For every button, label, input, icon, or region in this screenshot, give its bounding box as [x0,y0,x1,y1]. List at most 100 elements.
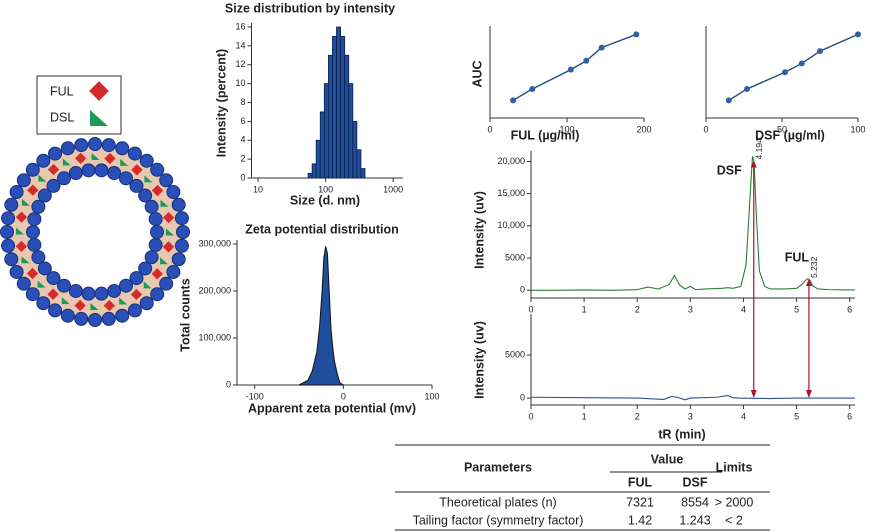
drug-ful [151,268,163,280]
lipid-head [159,173,174,188]
lipid-head [150,162,165,177]
lipid-head [138,261,153,276]
y-tick-label: 0 [226,379,231,389]
x-tick-label: 50 [777,124,787,134]
drug-dsl [62,158,71,166]
bar [348,83,354,179]
y-tick-label: 0 [520,285,525,295]
lipid-head [150,287,165,302]
lipid-head [101,138,116,153]
line [728,33,859,101]
bar [327,54,333,179]
y-tick-label: 10,000 [497,220,525,230]
y-tick-label: 2 [240,154,245,164]
drug-dsl [16,227,25,235]
x-tick-label: 5 [794,304,799,314]
bar [323,83,329,179]
x-tick-label: 100 [318,184,333,194]
table-header: Value [651,452,684,466]
lipid-head [0,225,14,239]
x-tick-label: 5 [794,411,799,421]
y-tick-label: 5000 [505,349,525,359]
lipid-head [31,250,46,265]
lipid-head [88,313,102,327]
line [530,394,855,401]
x-axis-label: FUL (µg/ml) [511,128,580,142]
legend-triangle [90,110,108,126]
lipid-head [88,137,102,151]
y-axis-label: Intensity (percent) [214,49,228,157]
peak-name: DSF [717,164,742,178]
x-tick-label: 0 [341,391,346,401]
chart-title: Zeta potential distribution [245,222,398,236]
x-tick-label: 4 [741,411,746,421]
lipid-head [27,212,42,227]
drug-dsl [143,281,152,289]
lipid-head [27,237,42,252]
bar [360,168,366,179]
lipid-head [25,162,40,177]
y-axis-label: Intensity (uv) [472,191,486,269]
legend-label: DSL [50,110,74,124]
table-subheader: DSF [683,475,708,489]
point [529,85,536,92]
y-tick-label: 200,000 [198,285,231,295]
lipid-head [26,225,40,239]
table-cell: Theoretical plates (n) [439,495,556,509]
bar [319,111,325,179]
lipid-head [148,237,163,252]
lipid-head [48,303,63,318]
lipid-head [176,225,190,239]
bar [311,163,317,179]
drug-dsl [119,297,128,305]
table-cell: 1.42 [628,513,652,527]
area [298,246,346,386]
drug-ful [151,184,164,197]
drug-dsl [165,228,174,236]
point [598,44,605,51]
legend-label: FUL [50,84,74,98]
x-tick-label: 0 [528,304,533,314]
point [583,57,590,64]
lipid-head [36,296,51,311]
lipid-head [174,238,189,253]
x-tick-label: 1 [582,411,587,421]
lipid-head [171,197,186,212]
peak-label: 4.194 [754,138,764,160]
lipid-head [139,153,154,168]
drug-dsl [160,199,169,207]
table-cell: < 2 [725,513,743,527]
x-tick-label: 2 [635,304,640,314]
y-tick-label: 5000 [505,252,525,262]
lipid-head [4,252,19,267]
bar [344,54,350,179]
drug-dsl [120,158,129,166]
y-tick-label: 15,000 [497,188,525,198]
y-tick-label: 6 [240,116,245,126]
line [512,33,637,102]
bar [356,149,362,179]
lipid-head [127,146,142,161]
bar [315,139,321,179]
drug-dsl [21,256,30,264]
legend-box [36,75,122,135]
lipid-head [159,276,174,291]
lipid-head [68,166,83,181]
y-axis-label: Total counts [178,278,192,351]
table-subheader: FUL [628,475,653,489]
y-tick-label: 10 [235,78,245,88]
x-axis-label: Size (d. nm) [290,193,360,207]
lipid-head [166,264,181,279]
lipid-head [9,264,24,279]
drug-ful [47,288,59,300]
line [531,156,855,291]
y-tick-label: 14 [235,40,245,50]
lipid-head [1,211,16,226]
lipid-head [144,250,159,265]
table-header: Limits [716,460,753,474]
lipid-head [107,166,122,181]
y-tick-label: 300,000 [198,238,231,248]
drug-dsl [61,297,70,305]
point [633,31,640,38]
drug-ful [162,241,175,253]
